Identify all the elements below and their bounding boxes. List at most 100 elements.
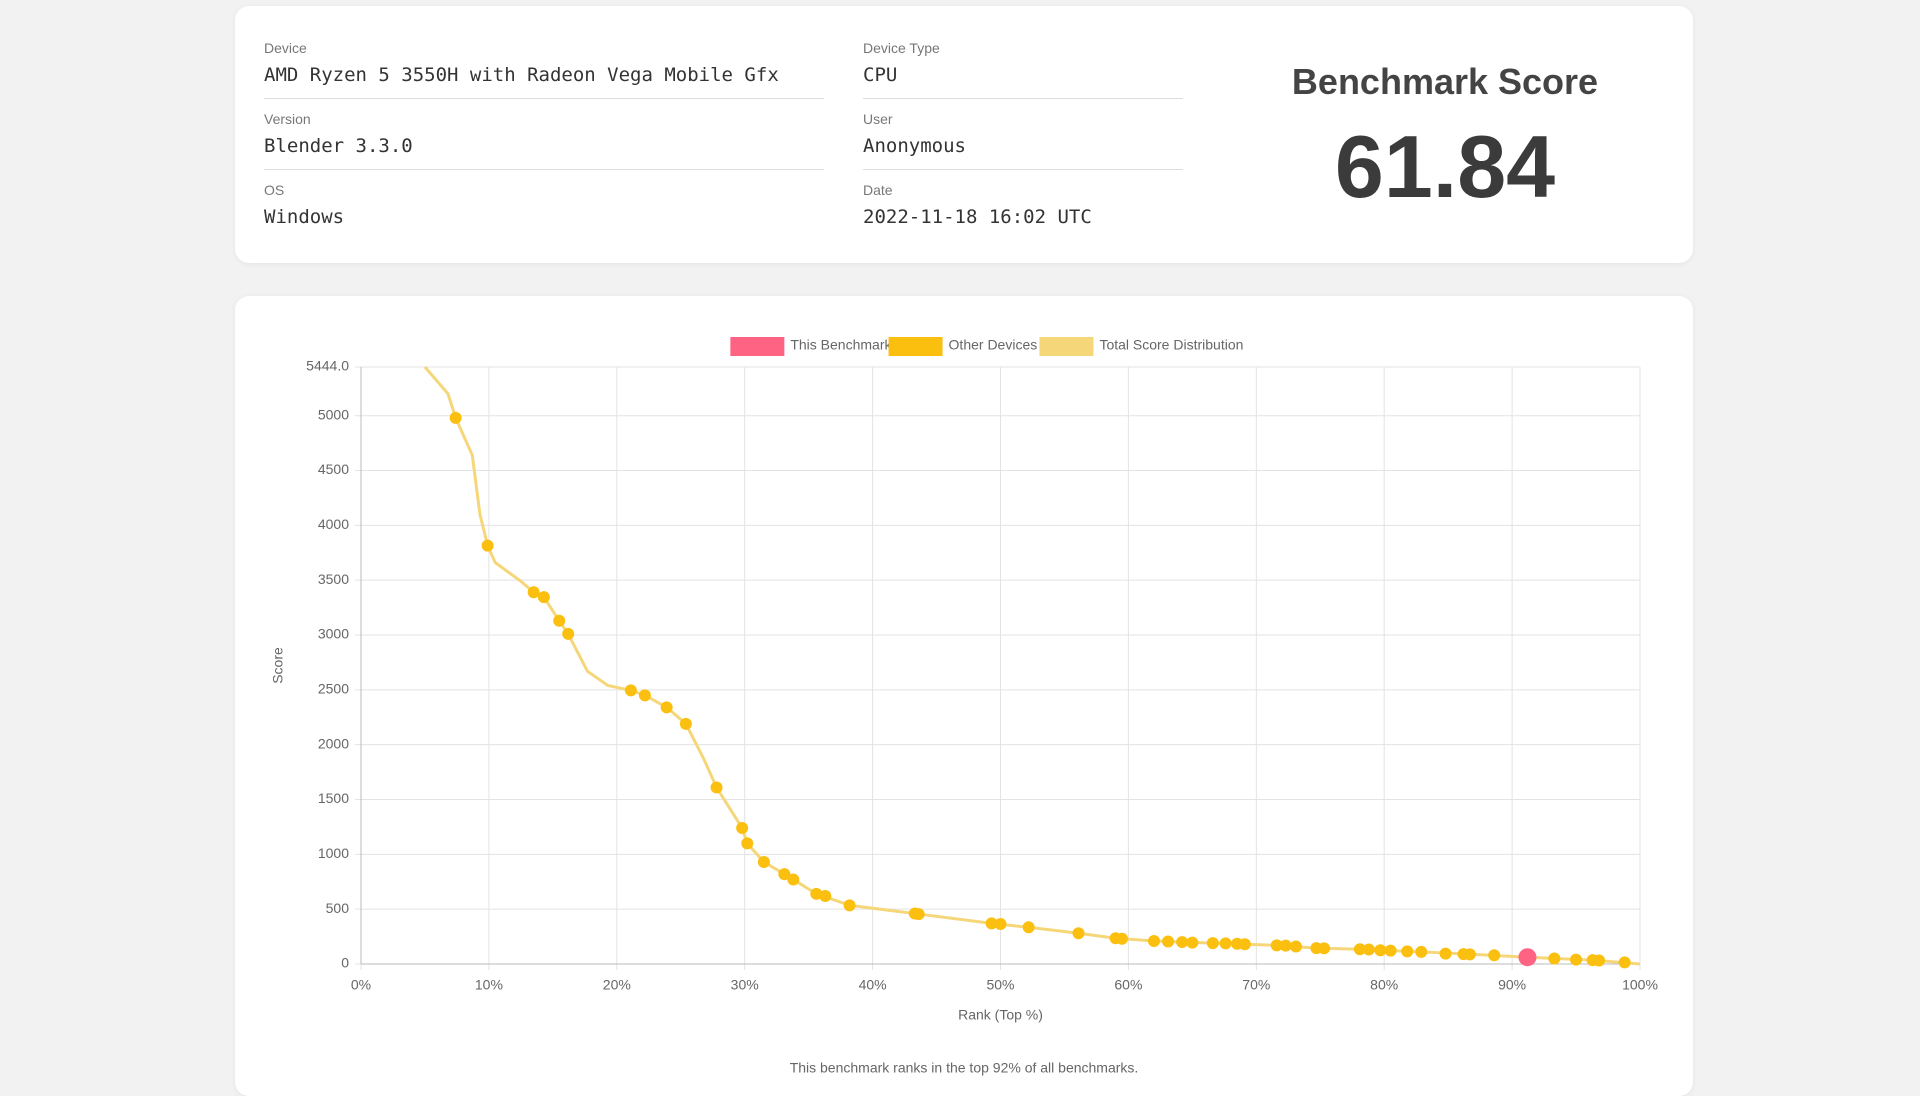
y-tick-label: 4000 bbox=[318, 516, 349, 532]
legend-swatch bbox=[1039, 337, 1094, 356]
device-point bbox=[1463, 948, 1476, 961]
device-point bbox=[819, 890, 832, 903]
detail-label: Device Type bbox=[863, 40, 940, 56]
legend-label: Total Score Distribution bbox=[1099, 337, 1243, 353]
y-tick-label: 3500 bbox=[318, 571, 349, 587]
detail-label: OS bbox=[264, 182, 285, 198]
device-point bbox=[736, 822, 749, 835]
x-tick-label: 30% bbox=[731, 977, 759, 993]
x-tick-label: 20% bbox=[603, 977, 631, 993]
detail-value: CPU bbox=[863, 64, 1183, 99]
distribution-line bbox=[423, 366, 1641, 966]
detail-label: Device bbox=[264, 40, 307, 56]
device-point bbox=[843, 899, 856, 912]
device-point bbox=[1374, 944, 1387, 957]
detail-field: Version Blender 3.3.0 bbox=[264, 111, 824, 170]
device-point bbox=[527, 586, 540, 599]
x-tick-label: 40% bbox=[859, 977, 887, 993]
x-tick-label: 80% bbox=[1370, 977, 1398, 993]
y-tick-label: 3000 bbox=[318, 626, 349, 642]
device-point bbox=[1176, 936, 1189, 949]
device-point bbox=[757, 856, 770, 869]
detail-value: Windows bbox=[264, 206, 345, 228]
detail-field: OS Windows bbox=[264, 182, 824, 240]
device-point bbox=[1318, 942, 1331, 955]
chart-note: This benchmark ranks in the top 92% of a… bbox=[790, 1060, 1139, 1076]
score-value: 61.84 bbox=[1334, 117, 1556, 216]
device-point bbox=[1147, 934, 1160, 947]
device-point bbox=[985, 917, 998, 930]
detail-value: Blender 3.3.0 bbox=[264, 135, 824, 170]
device-point bbox=[778, 868, 791, 881]
detail-field: Date 2022-11-18 16:02 UTC bbox=[863, 182, 1183, 240]
device-point bbox=[1548, 952, 1561, 965]
device-point bbox=[1162, 935, 1175, 948]
x-tick-label: 70% bbox=[1242, 977, 1270, 993]
detail-value: Anonymous bbox=[863, 135, 1183, 170]
detail-value: AMD Ryzen 5 3550H with Radeon Vega Mobil… bbox=[264, 64, 824, 99]
y-tick-label: 4500 bbox=[318, 461, 349, 477]
device-point bbox=[679, 717, 692, 730]
detail-label: Date bbox=[863, 182, 893, 198]
x-tick-label: 100% bbox=[1622, 977, 1658, 993]
device-point bbox=[994, 917, 1007, 930]
device-point bbox=[1206, 937, 1219, 950]
device-point bbox=[810, 887, 823, 900]
device-point bbox=[1353, 943, 1366, 956]
device-point bbox=[562, 627, 575, 640]
device-point bbox=[1238, 938, 1251, 951]
device-point bbox=[912, 908, 925, 921]
legend-label: Other Devices bbox=[949, 337, 1038, 353]
device-point bbox=[787, 873, 800, 886]
y-axis-title: Score bbox=[270, 647, 286, 684]
device-point bbox=[741, 837, 754, 850]
legend-label: This Benchmark bbox=[790, 337, 892, 353]
x-tick-label: 50% bbox=[986, 977, 1014, 993]
y-tick-label: 1000 bbox=[318, 845, 349, 861]
device-point bbox=[1618, 956, 1631, 969]
device-point bbox=[638, 689, 651, 702]
detail-label: User bbox=[863, 111, 893, 127]
device-point bbox=[660, 701, 673, 714]
device-point bbox=[449, 411, 462, 424]
x-tick-label: 90% bbox=[1498, 977, 1526, 993]
detail-field: User Anonymous bbox=[863, 111, 1183, 170]
device-point bbox=[1270, 939, 1283, 952]
device-point bbox=[1362, 943, 1375, 956]
score-title: Benchmark Score bbox=[1291, 61, 1599, 102]
device-point bbox=[710, 781, 723, 794]
y-tick-label: 1500 bbox=[318, 790, 349, 806]
device-point bbox=[1186, 936, 1199, 949]
detail-field: Device AMD Ryzen 5 3550H with Radeon Vega… bbox=[264, 40, 824, 99]
device-point bbox=[1022, 921, 1035, 934]
y-tick-label: 0 bbox=[341, 955, 349, 971]
device-point bbox=[1415, 945, 1428, 958]
device-point bbox=[1593, 954, 1606, 967]
device-point bbox=[1570, 953, 1583, 966]
chart-card bbox=[235, 296, 1693, 1096]
legend-swatch bbox=[888, 337, 943, 356]
x-axis-title: Rank (Top %) bbox=[958, 1007, 1043, 1023]
x-tick-label: 0% bbox=[351, 977, 371, 993]
this-benchmark-point bbox=[1518, 948, 1537, 967]
device-point bbox=[481, 539, 494, 552]
device-point bbox=[1439, 947, 1452, 960]
x-tick-label: 10% bbox=[475, 977, 503, 993]
detail-field: Device Type CPU bbox=[863, 40, 1183, 99]
detail-label: Version bbox=[264, 111, 311, 127]
y-tick-label: 5444.0 bbox=[306, 358, 349, 374]
y-tick-label: 2500 bbox=[318, 681, 349, 697]
device-point bbox=[1219, 937, 1232, 950]
device-point bbox=[1289, 940, 1302, 953]
y-tick-label: 5000 bbox=[318, 406, 349, 422]
device-point bbox=[1488, 949, 1501, 962]
x-tick-label: 60% bbox=[1114, 977, 1142, 993]
details-card: Device AMD Ryzen 5 3550H with Radeon Vega… bbox=[235, 6, 1693, 263]
device-point bbox=[537, 591, 550, 604]
device-point bbox=[553, 614, 566, 627]
legend-swatch bbox=[730, 337, 785, 356]
y-tick-label: 500 bbox=[326, 900, 350, 916]
device-point bbox=[1401, 945, 1414, 958]
